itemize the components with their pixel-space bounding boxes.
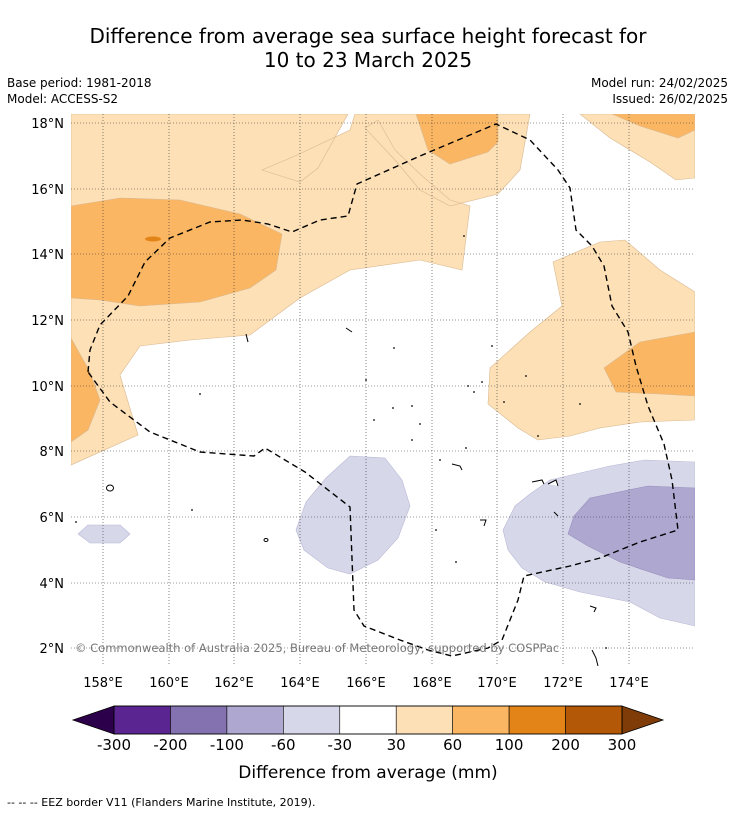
map-title: Difference from average sea surface heig… bbox=[0, 24, 736, 72]
colorbar-tick-labels: -300 -200 -100 -60 -30 30 60 100 200 300 bbox=[97, 736, 636, 754]
eez-legend-note: -- -- -- EEZ border V11 (Flanders Marine… bbox=[7, 796, 316, 809]
lat-label-8n: 8°N bbox=[40, 445, 65, 460]
colorbar-over-arrow bbox=[621, 705, 665, 735]
lon-label-172e: 172°E bbox=[543, 676, 583, 691]
lat-label-10n: 10°N bbox=[31, 380, 64, 395]
colorbar-segment bbox=[226, 705, 284, 735]
lat-label-4n: 4°N bbox=[40, 577, 65, 592]
colorbar-tick-label: -100 bbox=[210, 736, 244, 754]
anomaly-contours: © Commonwealth of Australia 2025, Bureau… bbox=[71, 114, 695, 666]
title-line-2: 10 to 23 March 2025 bbox=[263, 48, 473, 72]
lat-label-12n: 12°N bbox=[31, 314, 64, 329]
colorbar-tick-label: -200 bbox=[153, 736, 187, 754]
colorbar-tick-label: -300 bbox=[97, 736, 131, 754]
colorbar-segments bbox=[113, 705, 623, 735]
lat-label-6n: 6°N bbox=[40, 511, 65, 526]
colorbar: -300 -200 -100 -60 -30 30 60 100 200 300… bbox=[71, 705, 665, 783]
anomaly-region-neg30-60-west bbox=[77, 524, 131, 544]
colorbar-under-arrow bbox=[71, 705, 115, 735]
lat-label-18n: 18°N bbox=[31, 117, 64, 132]
anomaly-region-60-100-west bbox=[71, 197, 283, 307]
colorbar-tick-label: 60 bbox=[443, 736, 462, 754]
colorbar-segment bbox=[283, 705, 341, 735]
map-copyright: © Commonwealth of Australia 2025, Bureau… bbox=[75, 641, 559, 655]
colorbar-segment bbox=[339, 705, 397, 735]
lat-label-14n: 14°N bbox=[31, 248, 64, 263]
colorbar-segment bbox=[452, 705, 510, 735]
anomaly-region-neg30-60-central bbox=[295, 455, 411, 575]
anomaly-region-neg60-100-east bbox=[567, 485, 695, 581]
lon-label-174e: 174°E bbox=[609, 676, 649, 691]
colorbar-tick-label: 100 bbox=[495, 736, 524, 754]
meta-right: Model run: 24/02/2025 Issued: 26/02/2025 bbox=[591, 75, 728, 107]
anomaly-speck-100-200 bbox=[145, 236, 161, 242]
meta-left: Base period: 1981-2018 Model: ACCESS-S2 bbox=[7, 75, 152, 107]
lon-label-166e: 166°E bbox=[346, 676, 386, 691]
title-line-1: Difference from average sea surface heig… bbox=[89, 24, 647, 48]
colorbar-tick-label: 300 bbox=[608, 736, 637, 754]
lon-label-162e: 162°E bbox=[214, 676, 254, 691]
lat-labels: 18°N 16°N 14°N 12°N 10°N 8°N 6°N 4°N 2°N bbox=[31, 117, 64, 657]
colorbar-segment bbox=[508, 705, 566, 735]
lon-label-158e: 158°E bbox=[83, 676, 123, 691]
anomaly-region-60-100-north bbox=[415, 114, 499, 165]
anomaly-region-60-100-east bbox=[603, 331, 695, 397]
model-run: Model run: 24/02/2025 bbox=[590, 76, 728, 90]
colorbar-tick-label: -60 bbox=[271, 736, 296, 754]
lon-labels: 158°E 160°E 162°E 164°E 166°E 168°E 170°… bbox=[83, 676, 649, 691]
anomaly-region-60-100-northeast bbox=[611, 114, 695, 139]
model-name: Model: ACCESS-S2 bbox=[7, 92, 119, 106]
colorbar-tick-label: 30 bbox=[387, 736, 406, 754]
colorbar-label: Difference from average (mm) bbox=[238, 763, 497, 783]
colorbar-frame bbox=[113, 705, 623, 735]
lon-label-164e: 164°E bbox=[280, 676, 320, 691]
lon-label-160e: 160°E bbox=[149, 676, 189, 691]
islands bbox=[106, 327, 599, 666]
colorbar-segment bbox=[113, 705, 171, 735]
lon-label-168e: 168°E bbox=[412, 676, 452, 691]
colorbar-segment bbox=[565, 705, 623, 735]
colorbar-segment bbox=[170, 705, 228, 735]
colorbar-tick-label: 200 bbox=[551, 736, 580, 754]
lat-label-2n: 2°N bbox=[40, 642, 65, 657]
colorbar-tick-label: -30 bbox=[328, 736, 353, 754]
colorbar-segment bbox=[395, 705, 453, 735]
issued-date: Issued: 26/02/2025 bbox=[612, 92, 728, 106]
base-period: Base period: 1981-2018 bbox=[7, 76, 152, 90]
forecast-map: © Commonwealth of Australia 2025, Bureau… bbox=[31, 114, 695, 783]
lon-label-170e: 170°E bbox=[477, 676, 517, 691]
lat-label-16n: 16°N bbox=[31, 183, 64, 198]
map-gridlines bbox=[71, 114, 695, 666]
anomaly-region-60-100-edge bbox=[71, 337, 101, 443]
